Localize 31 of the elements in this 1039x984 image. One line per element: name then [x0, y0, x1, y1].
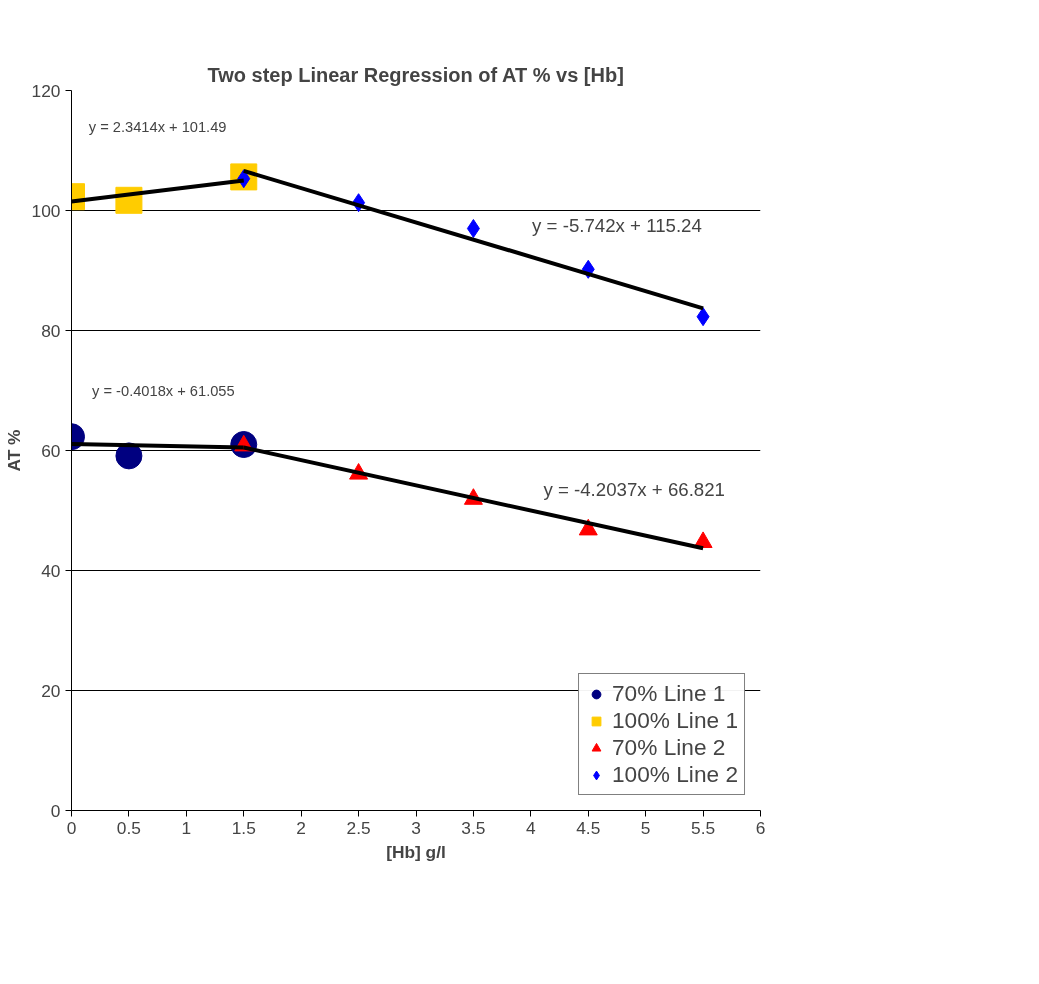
legend-label: 70% Line 2 — [612, 734, 726, 761]
x-tick-label: 0 — [66, 817, 77, 838]
x-tick-label: 3.5 — [461, 817, 486, 838]
y-tick-label: 80 — [41, 320, 61, 341]
y-tick-label: 60 — [41, 440, 61, 461]
y-tick-label: 20 — [41, 680, 61, 701]
chart-title: Two step Linear Regression of AT % vs [Hb] — [207, 63, 624, 86]
x-tick-label: 1.5 — [231, 817, 256, 838]
x-tick-label: 6 — [755, 817, 766, 838]
x-axis-title: [Hb] g/l — [386, 841, 446, 862]
x-tick-label: 2.5 — [346, 817, 371, 838]
y-tick-label: 120 — [31, 80, 61, 101]
legend-label: 100% Line 2 — [612, 761, 738, 788]
annotation: y = -4.2037x + 66.821 — [543, 479, 725, 500]
x-tick-label: 0.5 — [116, 817, 141, 838]
annotation: y = -0.4018x + 61.055 — [92, 382, 235, 399]
legend-label: 100% Line 1 — [612, 707, 738, 734]
legend-label: 70% Line 1 — [612, 680, 726, 707]
x-tick-label: 5.5 — [691, 817, 716, 838]
y-tick-label: 40 — [41, 560, 61, 581]
x-tick-label: 2 — [296, 817, 306, 838]
x-tick-label: 5 — [640, 817, 651, 838]
annotation: y = -5.742x + 115.24 — [532, 215, 702, 236]
x-tick-label: 4 — [526, 817, 537, 838]
y-tick-label: 100 — [31, 200, 61, 221]
x-tick-label: 1 — [181, 817, 192, 838]
y-tick-label: 0 — [50, 800, 61, 821]
y-axis-title: AT % — [3, 429, 24, 472]
annotation: y = 2.3414x + 101.49 — [88, 118, 227, 135]
x-tick-label: 3 — [411, 817, 421, 838]
x-tick-label: 4.5 — [576, 817, 601, 838]
